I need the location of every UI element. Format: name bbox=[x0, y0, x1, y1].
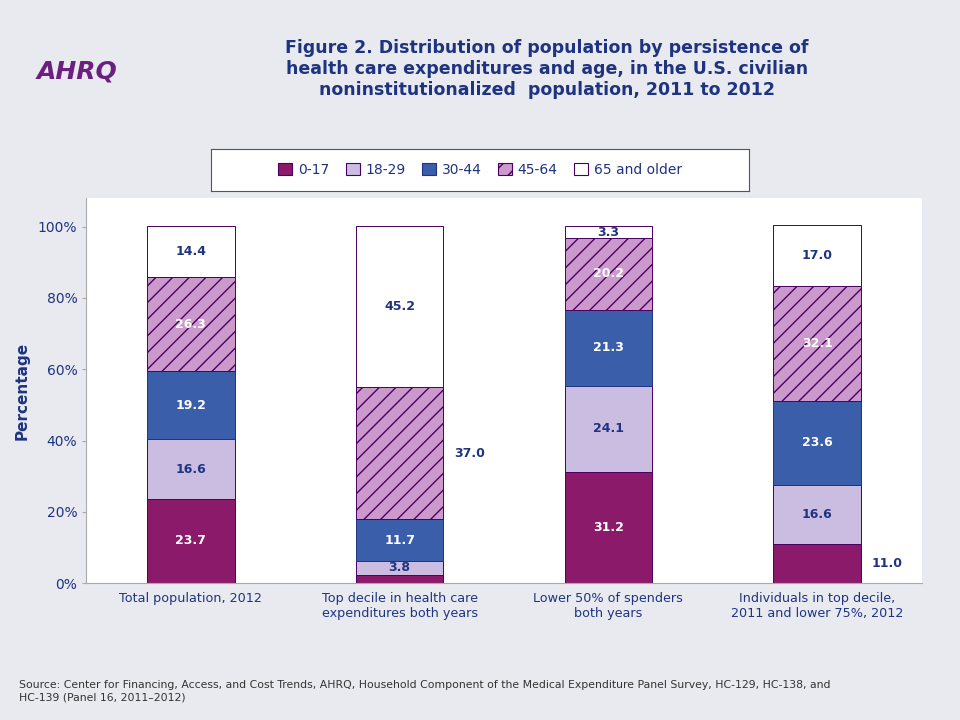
Text: 3.3: 3.3 bbox=[597, 225, 619, 238]
Text: Figure 2. Distribution of population by persistence of
health care expenditures : Figure 2. Distribution of population by … bbox=[285, 40, 809, 99]
Text: 23.6: 23.6 bbox=[802, 436, 832, 449]
Text: 16.6: 16.6 bbox=[802, 508, 832, 521]
Text: 23.7: 23.7 bbox=[176, 534, 206, 547]
Text: 11.7: 11.7 bbox=[384, 534, 415, 546]
Text: 32.1: 32.1 bbox=[802, 337, 832, 350]
Legend: 0-17, 18-29, 30-44, 45-64, 65 and older: 0-17, 18-29, 30-44, 45-64, 65 and older bbox=[273, 158, 687, 182]
Bar bbox=[774, 286, 861, 400]
Text: 21.3: 21.3 bbox=[593, 341, 624, 354]
Bar bbox=[774, 400, 861, 485]
Bar bbox=[356, 519, 444, 561]
Bar bbox=[356, 575, 444, 583]
Bar bbox=[147, 277, 234, 371]
Bar bbox=[147, 439, 234, 499]
Bar bbox=[356, 226, 444, 387]
Bar bbox=[356, 387, 444, 519]
Text: 45.2: 45.2 bbox=[384, 300, 415, 313]
Y-axis label: Percentage: Percentage bbox=[14, 341, 30, 440]
Text: 11.0: 11.0 bbox=[872, 557, 902, 570]
Text: 16.6: 16.6 bbox=[176, 462, 206, 476]
Bar bbox=[564, 238, 652, 310]
Bar bbox=[356, 561, 444, 575]
Bar bbox=[564, 310, 652, 386]
Text: 26.3: 26.3 bbox=[176, 318, 206, 330]
Bar bbox=[774, 485, 861, 544]
Text: 24.1: 24.1 bbox=[593, 423, 624, 436]
Text: AHRQ: AHRQ bbox=[36, 60, 117, 84]
Bar bbox=[564, 226, 652, 238]
Bar bbox=[774, 544, 861, 583]
Text: 3.8: 3.8 bbox=[389, 562, 411, 575]
Bar bbox=[774, 225, 861, 286]
Text: Source: Center for Financing, Access, and Cost Trends, AHRQ, Household Component: Source: Center for Financing, Access, an… bbox=[19, 680, 830, 702]
Text: 20.2: 20.2 bbox=[593, 267, 624, 281]
Text: 31.2: 31.2 bbox=[593, 521, 624, 534]
Bar bbox=[147, 226, 234, 277]
Text: 14.4: 14.4 bbox=[176, 245, 206, 258]
Bar bbox=[147, 499, 234, 583]
Bar bbox=[564, 386, 652, 472]
Text: 19.2: 19.2 bbox=[176, 399, 206, 412]
Bar bbox=[147, 371, 234, 439]
Text: 17.0: 17.0 bbox=[802, 249, 832, 262]
Text: 37.0: 37.0 bbox=[454, 447, 485, 460]
Bar bbox=[564, 472, 652, 583]
